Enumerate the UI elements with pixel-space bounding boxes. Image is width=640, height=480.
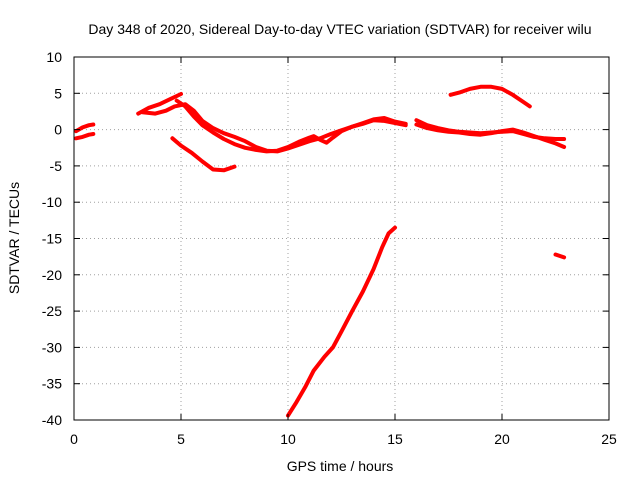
- y-tick-labels: -40 -35 -30 -25 -20 -15 -10 -5 0 5 10: [42, 49, 62, 428]
- y-tick-label: 10: [46, 49, 62, 65]
- y-axis-label: SDTVAR / TECUs: [6, 182, 22, 294]
- axis-ticks: [73, 56, 610, 421]
- y-tick-label: -20: [42, 267, 62, 283]
- series-arc-g: [286, 225, 397, 418]
- series-arc-e: [174, 98, 408, 154]
- y-tick-label: 0: [54, 122, 62, 138]
- x-tick-label: 0: [70, 431, 78, 447]
- x-tick-label: 25: [601, 431, 617, 447]
- chart-title: Day 348 of 2020, Sidereal Day-to-day VTE…: [88, 21, 591, 37]
- grid: [74, 57, 609, 420]
- series-arc-c: [136, 92, 183, 116]
- series-arc-b: [74, 122, 96, 134]
- x-tick-labels: 0 5 10 15 20 25: [70, 431, 617, 447]
- y-tick-label: -35: [42, 376, 62, 392]
- y-tick-label: 5: [54, 85, 62, 101]
- series-arc-j: [448, 84, 532, 109]
- x-tick-label: 20: [494, 431, 510, 447]
- y-tick-label: -10: [42, 194, 62, 210]
- series-arc-i: [414, 122, 567, 149]
- series-arc-k: [553, 252, 567, 260]
- x-tick-label: 15: [387, 431, 403, 447]
- x-axis-label: GPS time / hours: [287, 458, 394, 474]
- y-tick-label: -5: [50, 158, 63, 174]
- series-arc-a: [74, 132, 96, 141]
- x-tick-label: 10: [280, 431, 296, 447]
- y-tick-label: -25: [42, 303, 62, 319]
- y-tick-label: -30: [42, 339, 62, 355]
- y-tick-label: -40: [42, 412, 62, 428]
- x-tick-label: 5: [177, 431, 185, 447]
- series-arc-f: [170, 136, 237, 173]
- series-layer: [74, 84, 567, 418]
- y-tick-label: -15: [42, 231, 62, 247]
